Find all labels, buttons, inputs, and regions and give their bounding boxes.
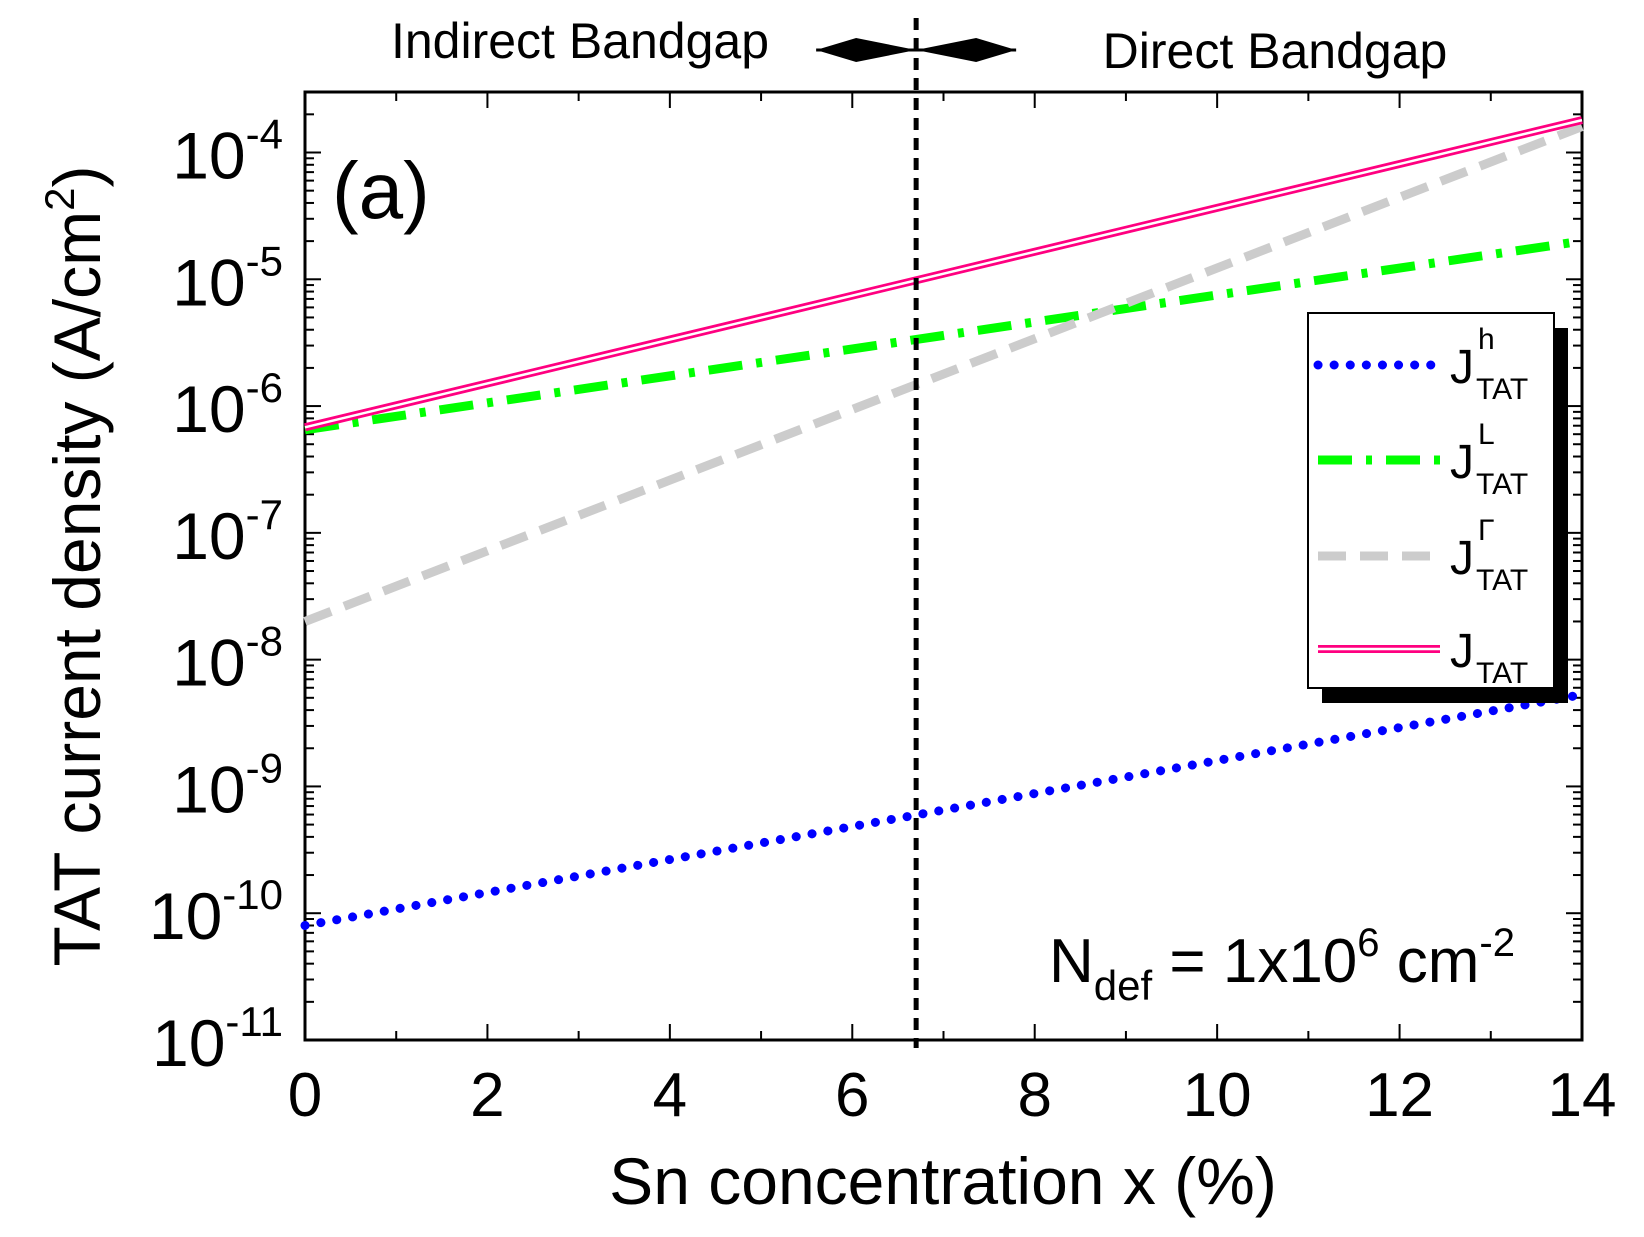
x-tick-labels: 0 2 4 6 8 10 12 14: [288, 1061, 1617, 1130]
axis-ticks: [304, 92, 1583, 1041]
series-line-3-inner: [304, 118, 1583, 429]
y-tick-label: 10-6: [172, 364, 283, 446]
y-tick-label: 10-4: [172, 110, 283, 192]
legend: Jh TAT JL TAT JΓ TAT JTAT: [1307, 312, 1568, 703]
region-label-indirect: Indirect Bandgap: [391, 13, 769, 69]
legend-label-1: JL TAT: [1450, 418, 1528, 501]
y-axis-label-main: TAT current density (A/cm: [40, 211, 114, 967]
x-tick-label: 2: [470, 1061, 504, 1130]
y-tick-label: 10-11: [152, 998, 283, 1080]
y-axis-label-close: ): [40, 166, 114, 188]
legend-label-3: JTAT: [1450, 625, 1528, 690]
y-tick-labels: 10-11 10-10 10-9 10-8 10-7 10-6 10-5 10-4: [149, 110, 283, 1080]
legend-label-0: Jh TAT: [1450, 323, 1528, 406]
region-label-direct: Direct Bandgap: [1103, 23, 1448, 79]
x-axis-label: Sn concentration x (%): [609, 1144, 1277, 1218]
y-tick-label: 10-9: [172, 744, 283, 826]
transition-marker: [816, 18, 1017, 1048]
x-tick-label: 6: [835, 1061, 869, 1130]
x-tick-label: 8: [1017, 1061, 1051, 1130]
y-axis-label-sup: 2: [36, 188, 83, 211]
legend-label-2: JΓ TAT: [1450, 514, 1528, 597]
x-tick-label: 12: [1365, 1061, 1434, 1130]
series-line-0: [300, 690, 1587, 930]
series-line-1: [304, 236, 1583, 435]
defect-density-annotation: Ndef = 1x106 cm-2: [1049, 921, 1515, 1009]
x-tick-label: 0: [288, 1061, 322, 1130]
legend-box: [1307, 312, 1555, 689]
series-line-2: [303, 122, 1584, 626]
y-axis-label: TAT current density (A/cm2): [36, 166, 114, 967]
x-tick-label: 14: [1548, 1061, 1617, 1130]
series-lines: [300, 116, 1587, 930]
y-tick-label: 10-8: [172, 618, 283, 700]
panel-label: (a): [332, 146, 430, 235]
y-tick-label: 10-10: [149, 871, 283, 953]
x-tick-label: 4: [653, 1061, 687, 1130]
y-tick-label: 10-5: [172, 237, 283, 319]
x-tick-label: 10: [1183, 1061, 1252, 1130]
y-tick-label: 10-7: [172, 491, 283, 573]
